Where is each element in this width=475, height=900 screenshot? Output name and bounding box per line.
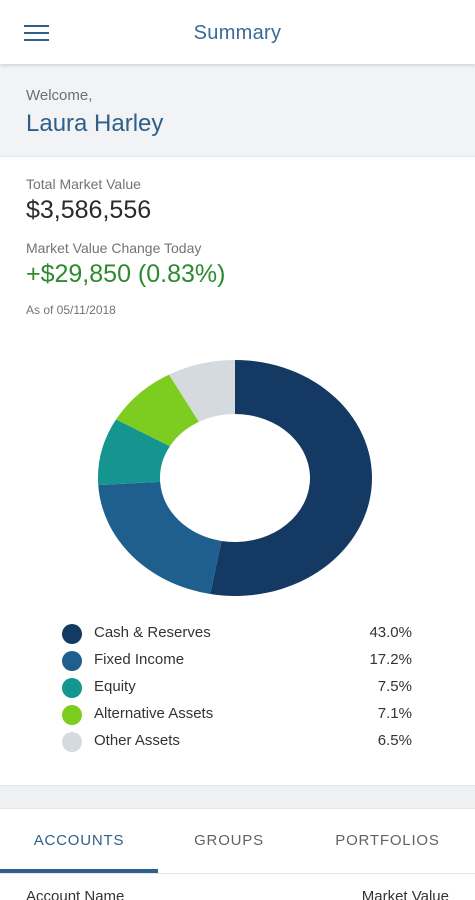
total-market-value: $3,586,556	[26, 196, 152, 224]
legend-value: 17.2%	[369, 651, 412, 668]
legend-value: 43.0%	[369, 624, 412, 641]
user-name: Laura Harley	[26, 110, 164, 137]
legend-label: Alternative Assets	[94, 705, 214, 722]
cash-color-dot	[62, 624, 82, 644]
donut-slice-equity[interactable]	[98, 419, 170, 486]
tab-portfolios[interactable]: PORTFOLIOS	[335, 832, 440, 849]
equity-color-dot	[62, 678, 82, 698]
tab-bar: ACCOUNTS GROUPS PORTFOLIOS	[0, 809, 475, 873]
donut-slice-alternative-assets[interactable]	[116, 374, 199, 447]
legend-item-alternative-assets[interactable]: Alternative Assets 7.1%	[62, 701, 414, 728]
allocation-donut-chart[interactable]	[97, 360, 373, 598]
legend-value: 7.5%	[377, 678, 412, 695]
legend-value: 7.1%	[377, 705, 412, 722]
as-of-date: As of 05/11/2018	[26, 303, 116, 317]
legend-item-cash[interactable]: Cash & Reserves 43.0%	[62, 620, 414, 647]
active-tab-indicator	[0, 869, 158, 873]
allocation-legend: Cash & Reserves 43.0% Fixed Income 17.2%…	[62, 620, 414, 755]
section-divider	[0, 785, 475, 809]
legend-label: Other Assets	[94, 732, 180, 749]
welcome-label: Welcome,	[26, 87, 93, 104]
menu-line	[24, 32, 49, 34]
column-header-account-name[interactable]: Account Name	[26, 888, 125, 900]
legend-item-fixed-income[interactable]: Fixed Income 17.2%	[62, 647, 414, 674]
donut-slice-fixed-income[interactable]	[98, 481, 222, 595]
legend-label: Fixed Income	[94, 651, 185, 668]
total-market-value-label: Total Market Value	[26, 176, 141, 192]
fixed-income-color-dot	[62, 651, 82, 671]
other-assets-color-dot	[62, 732, 82, 752]
column-header-market-value[interactable]: Market Value	[361, 888, 449, 900]
hamburger-menu-icon[interactable]	[18, 20, 54, 48]
menu-line	[24, 25, 49, 27]
legend-item-equity[interactable]: Equity 7.5%	[62, 674, 414, 701]
donut-slice-other-assets[interactable]	[169, 360, 235, 422]
legend-label: Equity	[94, 678, 136, 695]
page-title: Summary	[193, 22, 282, 44]
alternative-assets-color-dot	[62, 705, 82, 725]
accounts-table-header: Account Name Market Value	[0, 873, 475, 900]
top-app-bar: Summary	[0, 0, 475, 64]
market-value-change: +$29,850 (0.83%)	[26, 260, 226, 288]
tab-accounts[interactable]: ACCOUNTS	[33, 832, 125, 849]
donut-slice-cash[interactable]	[210, 360, 373, 596]
legend-item-other-assets[interactable]: Other Assets 6.5%	[62, 728, 414, 755]
legend-label: Cash & Reserves	[94, 624, 211, 641]
welcome-panel: Welcome, Laura Harley	[0, 64, 475, 157]
tab-groups[interactable]: GROUPS	[194, 832, 264, 849]
legend-value: 6.5%	[377, 732, 412, 749]
menu-line	[24, 39, 49, 41]
market-value-change-label: Market Value Change Today	[26, 240, 202, 256]
